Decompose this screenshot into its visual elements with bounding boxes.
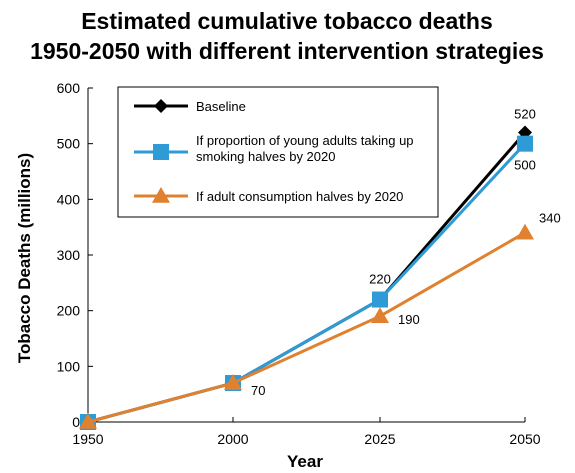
y-tick-label: 200: [57, 303, 81, 319]
legend-item-adult-consumption-halves: If adult consumption halves by 2020: [134, 187, 403, 204]
x-tick-label: 2025: [364, 431, 395, 447]
legend-label: smoking halves by 2020: [196, 149, 335, 164]
chart-axes: 0 100 200 300 400 500 600 1950 2000 2025 2050: [57, 80, 541, 447]
legend-label: Baseline: [196, 99, 246, 114]
x-tick-label: 2050: [509, 431, 540, 447]
series-layer: [79, 125, 534, 430]
series-line-adult-consumption-halves: [87, 231, 526, 424]
point-adult-consumption-halves-2025: [371, 307, 389, 323]
data-label: 220: [369, 272, 391, 287]
chart-title-line-1: Estimated cumulative tobacco deaths: [81, 8, 493, 34]
point-young-adults-halves-2050: [517, 135, 533, 152]
y-tick-label: 500: [57, 136, 81, 152]
data-label: 500: [514, 158, 536, 173]
legend-item-baseline: Baseline: [134, 99, 246, 114]
legend-swatch-marker: [152, 187, 170, 203]
point-adult-consumption-halves-2000: [224, 374, 242, 390]
point-young-adults-halves-2025: [372, 291, 388, 308]
y-tick-label: 600: [57, 80, 81, 96]
legend-label: If adult consumption halves by 2020: [196, 189, 403, 204]
data-labels-layer: 520 500 340 220 190 70: [251, 107, 561, 398]
data-label: 340: [539, 211, 561, 226]
x-tick-label: 1950: [72, 431, 103, 447]
legend-swatch-marker: [154, 99, 168, 113]
y-tick-label: 400: [57, 191, 81, 207]
point-adult-consumption-halves-2050: [516, 223, 534, 240]
point-adult-consumption-halves-1950: [79, 413, 97, 429]
y-axis-title: Tobacco Deaths (millions): [15, 153, 34, 363]
series-adult-consumption-halves: [79, 223, 534, 429]
y-tick-label: 100: [57, 358, 81, 374]
legend-item-young-adults-halves: If proportion of young adults taking ups…: [134, 133, 414, 164]
data-label: 190: [398, 312, 420, 327]
legend-swatch-marker: [153, 144, 169, 160]
x-axis-title: Year: [287, 452, 323, 471]
y-tick-label: 300: [57, 247, 81, 263]
data-label: 520: [514, 107, 536, 122]
legend-label: If proportion of young adults taking up: [196, 133, 414, 148]
x-tick-label: 2000: [217, 431, 248, 447]
legend: Baseline If proportion of young adults ta…: [117, 86, 439, 218]
data-label: 70: [251, 383, 265, 398]
chart-title-line-2: 1950-2050 with different intervention st…: [30, 38, 544, 64]
y-tick-label: 0: [72, 414, 80, 430]
